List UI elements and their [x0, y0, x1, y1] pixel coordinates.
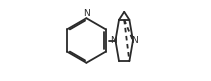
Text: N: N — [132, 36, 138, 45]
Text: N: N — [110, 36, 117, 45]
Text: N: N — [83, 9, 90, 17]
